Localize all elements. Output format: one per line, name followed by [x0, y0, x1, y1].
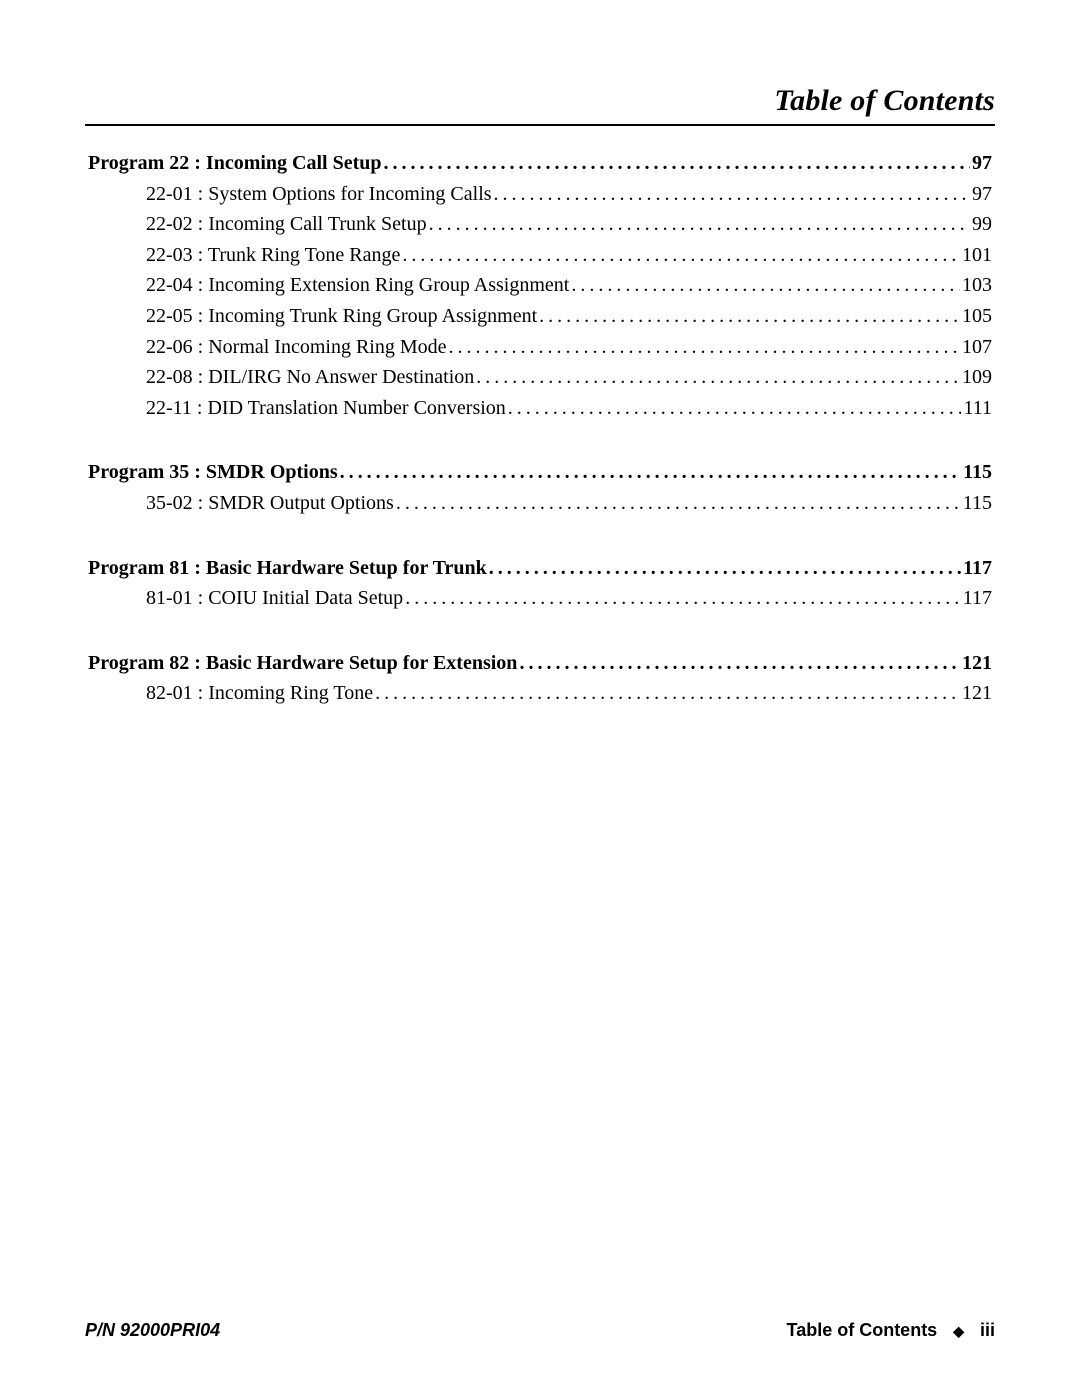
toc-heading-label: Program 81 : Basic Hardware Setup for Tr… [88, 553, 487, 584]
toc-item-label: 81-01 : COIU Initial Data Setup [146, 583, 403, 614]
toc-leader-dots [427, 209, 970, 240]
toc-item-page: 97 [970, 179, 992, 210]
toc-heading-label: Program 82 : Basic Hardware Setup for Ex… [88, 648, 517, 679]
footer-label: Table of Contents [787, 1320, 938, 1341]
toc-leader-dots [447, 332, 960, 363]
toc-leader-dots [492, 179, 970, 210]
toc-item-row: 22-05 : Incoming Trunk Ring Group Assign… [88, 301, 992, 332]
toc-item-row: 22-01 : System Options for Incoming Call… [88, 179, 992, 210]
toc-item-page: 107 [960, 332, 992, 363]
toc-leader-dots [487, 553, 961, 584]
toc-leader-dots [474, 362, 960, 393]
diamond-icon: ◆ [953, 1323, 964, 1340]
footer-part-number: P/N 92000PRI04 [85, 1320, 220, 1341]
toc-item-page: 99 [970, 209, 992, 240]
toc-item-label: 22-03 : Trunk Ring Tone Range [146, 240, 400, 271]
toc-item-row: 22-06 : Normal Incoming Ring Mode 107 [88, 332, 992, 363]
toc-item-page: 121 [960, 678, 992, 709]
toc-section: Program 82 : Basic Hardware Setup for Ex… [88, 648, 992, 709]
toc-item-page: 101 [960, 240, 992, 271]
toc-heading-row: Program 82 : Basic Hardware Setup for Ex… [88, 648, 992, 679]
toc-leader-dots [569, 270, 960, 301]
toc-item-row: 22-02 : Incoming Call Trunk Setup 99 [88, 209, 992, 240]
toc-item-row: 22-03 : Trunk Ring Tone Range 101 [88, 240, 992, 271]
toc-leader-dots [382, 148, 970, 179]
toc-section: Program 81 : Basic Hardware Setup for Tr… [88, 553, 992, 614]
toc-item-row: 35-02 : SMDR Output Options 115 [88, 488, 992, 519]
footer-right-group: Table of Contents ◆ iii [787, 1320, 995, 1341]
toc-item-label: 22-02 : Incoming Call Trunk Setup [146, 209, 427, 240]
toc-item-page: 103 [960, 270, 992, 301]
toc-item-label: 22-01 : System Options for Incoming Call… [146, 179, 492, 210]
toc-item-row: 22-04 : Incoming Extension Ring Group As… [88, 270, 992, 301]
toc-leader-dots [394, 488, 961, 519]
toc-leader-dots [403, 583, 961, 614]
toc-section: Program 22 : Incoming Call Setup 97 22-0… [88, 148, 992, 423]
toc-item-label: 82-01 : Incoming Ring Tone [146, 678, 373, 709]
toc-leader-dots [373, 678, 960, 709]
toc-item-row: 82-01 : Incoming Ring Tone 121 [88, 678, 992, 709]
toc-heading-page: 121 [960, 648, 992, 679]
toc-item-row: 22-08 : DIL/IRG No Answer Destination 10… [88, 362, 992, 393]
toc-item-page: 117 [961, 583, 992, 614]
toc-heading-row: Program 35 : SMDR Options 115 [88, 457, 992, 488]
toc-heading-row: Program 22 : Incoming Call Setup 97 [88, 148, 992, 179]
toc-item-page: 111 [961, 393, 992, 424]
toc-heading-page: 115 [961, 457, 992, 488]
toc-item-row: 81-01 : COIU Initial Data Setup 117 [88, 583, 992, 614]
toc-heading-label: Program 35 : SMDR Options [88, 457, 338, 488]
toc-section: Program 35 : SMDR Options 115 35-02 : SM… [88, 457, 992, 518]
toc-item-label: 22-05 : Incoming Trunk Ring Group Assign… [146, 301, 537, 332]
toc-item-label: 22-11 : DID Translation Number Conversio… [146, 393, 506, 424]
toc-item-label: 35-02 : SMDR Output Options [146, 488, 394, 519]
toc-leader-dots [517, 648, 960, 679]
toc-leader-dots [537, 301, 960, 332]
toc-heading-page: 97 [970, 148, 992, 179]
toc-heading-page: 117 [961, 553, 992, 584]
toc-item-row: 22-11 : DID Translation Number Conversio… [88, 393, 992, 424]
page-header-title: Table of Contents [85, 84, 995, 126]
toc-item-label: 22-04 : Incoming Extension Ring Group As… [146, 270, 569, 301]
toc-item-label: 22-06 : Normal Incoming Ring Mode [146, 332, 447, 363]
toc-leader-dots [338, 457, 961, 488]
toc-item-label: 22-08 : DIL/IRG No Answer Destination [146, 362, 474, 393]
page-footer: P/N 92000PRI04 Table of Contents ◆ iii [85, 1320, 995, 1341]
toc-item-page: 115 [961, 488, 992, 519]
toc-sections: Program 22 : Incoming Call Setup 97 22-0… [85, 148, 995, 709]
toc-heading-label: Program 22 : Incoming Call Setup [88, 148, 382, 179]
toc-leader-dots [506, 393, 962, 424]
toc-leader-dots [400, 240, 960, 271]
toc-item-page: 105 [960, 301, 992, 332]
toc-item-page: 109 [960, 362, 992, 393]
footer-page-roman: iii [980, 1320, 995, 1341]
toc-heading-row: Program 81 : Basic Hardware Setup for Tr… [88, 553, 992, 584]
